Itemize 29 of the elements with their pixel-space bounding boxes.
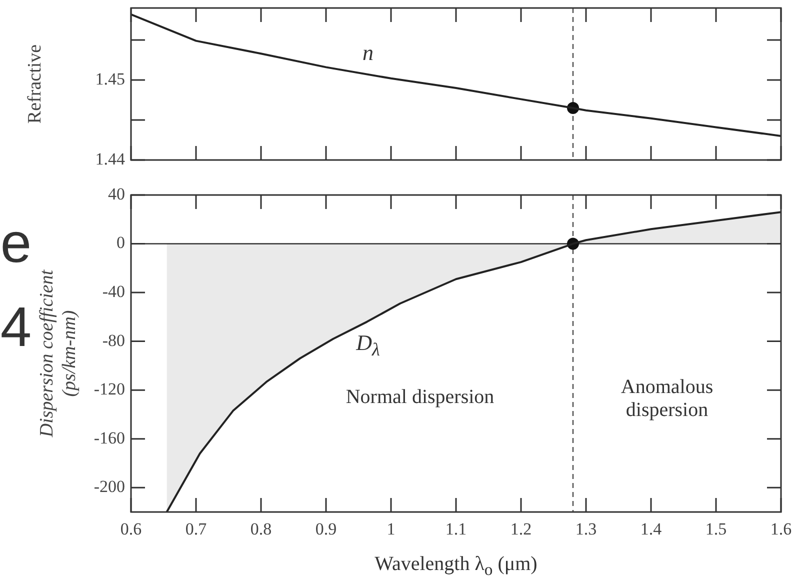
- x-tick-label: 1.3: [575, 520, 597, 539]
- y-tick-label: -160: [94, 428, 125, 448]
- x-tick-label: 1.1: [445, 520, 467, 539]
- annotation: Anomalous dispersion: [620, 376, 714, 422]
- x-tick-label: 1.4: [640, 520, 662, 539]
- y-axis-title: Dispersion coefficient (ps/km-nm): [36, 269, 80, 438]
- y-tick-label: -80: [102, 330, 125, 350]
- text: e: [0, 210, 33, 275]
- y-tick-label: 0: [116, 233, 125, 252]
- y-tick-label: -120: [94, 380, 125, 399]
- annotation: D$_{λ}$: [354, 330, 381, 360]
- x-tick-label: 1.6: [770, 520, 792, 539]
- x-tick-label: 1.5: [705, 520, 727, 539]
- x-tick-label: 0.8: [250, 520, 272, 539]
- annotation: Normal dispersion: [344, 386, 496, 409]
- y-tick-label: 40: [108, 184, 125, 204]
- y-tick-label: -200: [94, 477, 125, 496]
- text: 4: [0, 294, 33, 359]
- y-tick-label: -40: [102, 282, 125, 302]
- x-tick-label: 0.9: [315, 520, 337, 539]
- x-tick-label: 0.7: [185, 520, 208, 539]
- x-tick-label: 0.6: [120, 520, 142, 539]
- y-tick-label: 1.44: [95, 149, 126, 168]
- annotation: n: [362, 40, 374, 66]
- x-tick-label: 1.2: [510, 520, 532, 539]
- x-tick-label: 1: [386, 520, 396, 539]
- y-tick-label: 1.45: [95, 69, 125, 88]
- y-axis-title: Refractive: [24, 44, 46, 124]
- x-axis-title: Wavelength λ$_{o}$ (μm): [374, 553, 538, 580]
